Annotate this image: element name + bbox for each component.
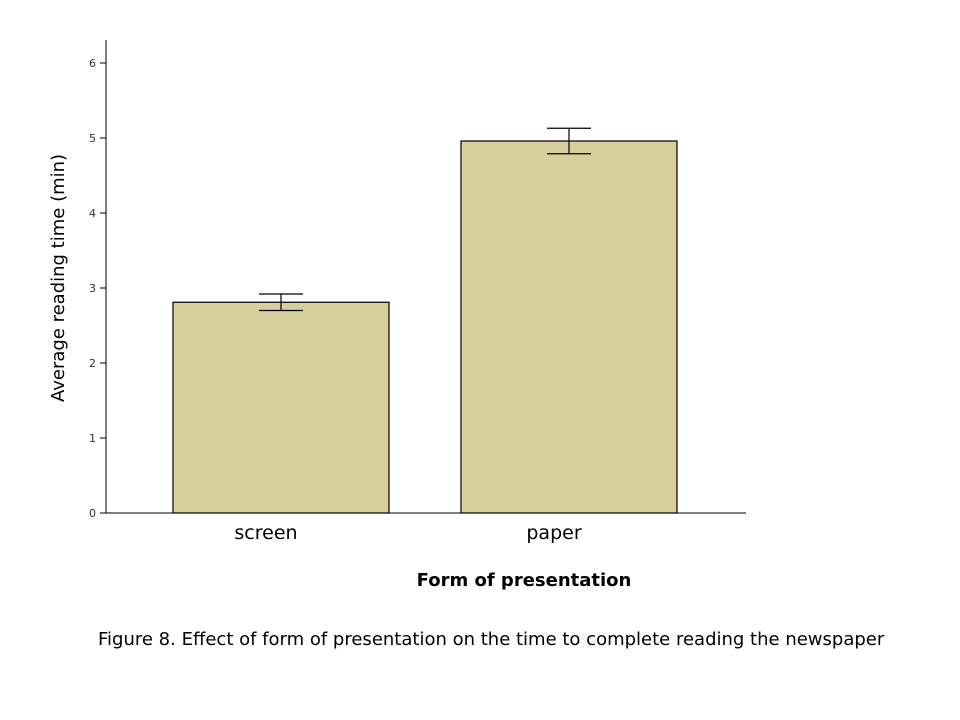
error-bar-screen (259, 293, 303, 312)
figure-caption: Figure 8. Effect of form of presentation… (98, 629, 885, 650)
y-axis-label: Average reading time (min) (48, 154, 69, 402)
bar-screen (172, 301, 390, 514)
category-labels: screen paper (234, 522, 581, 544)
y-tick-label: 6 (89, 57, 96, 70)
error-bar-paper (547, 127, 591, 155)
bars (172, 140, 678, 514)
category-label-screen: screen (234, 522, 297, 544)
x-axis-label: Form of presentation (417, 570, 632, 591)
y-axis: 0 1 2 3 4 5 6 (89, 40, 107, 520)
y-tick-label: 5 (89, 132, 96, 145)
error-bars (259, 127, 591, 312)
y-tick-label: 0 (89, 507, 96, 520)
bar-paper (460, 140, 678, 514)
category-label-paper: paper (526, 522, 581, 544)
y-tick-label: 3 (89, 282, 96, 295)
y-tick-label: 1 (89, 432, 96, 445)
y-tick-label: 4 (89, 207, 96, 220)
y-tick-label: 2 (89, 357, 96, 370)
